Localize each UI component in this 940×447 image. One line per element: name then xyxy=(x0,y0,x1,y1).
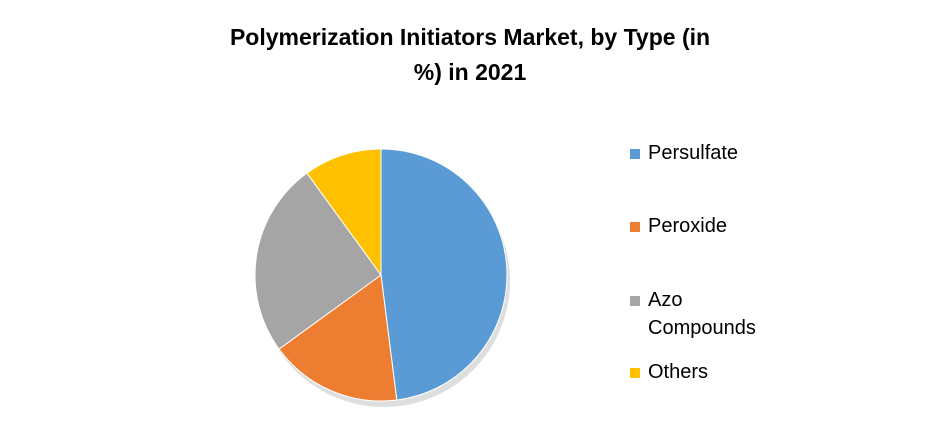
legend-label: Peroxide xyxy=(648,215,727,237)
legend-item: Persulfate xyxy=(630,139,788,167)
legend-label: Persulfate xyxy=(648,142,739,164)
legend-swatch xyxy=(630,296,640,306)
pie-slice xyxy=(380,148,508,401)
chart-title: Polymerization Initiators Market, by Typ… xyxy=(229,24,711,85)
legend-item: Peroxide xyxy=(630,212,788,240)
legend-item: Azo Compounds xyxy=(630,286,778,342)
legend-swatch xyxy=(630,222,640,232)
legend-label: Others xyxy=(648,361,709,383)
pie-slice xyxy=(306,148,382,277)
pie-slice xyxy=(278,274,398,402)
legend-swatch xyxy=(630,368,640,378)
pie-slice xyxy=(254,172,382,350)
legend-item: Others xyxy=(630,358,788,386)
legend-label: Azo Compounds xyxy=(648,289,756,339)
legend-swatch xyxy=(630,149,640,159)
